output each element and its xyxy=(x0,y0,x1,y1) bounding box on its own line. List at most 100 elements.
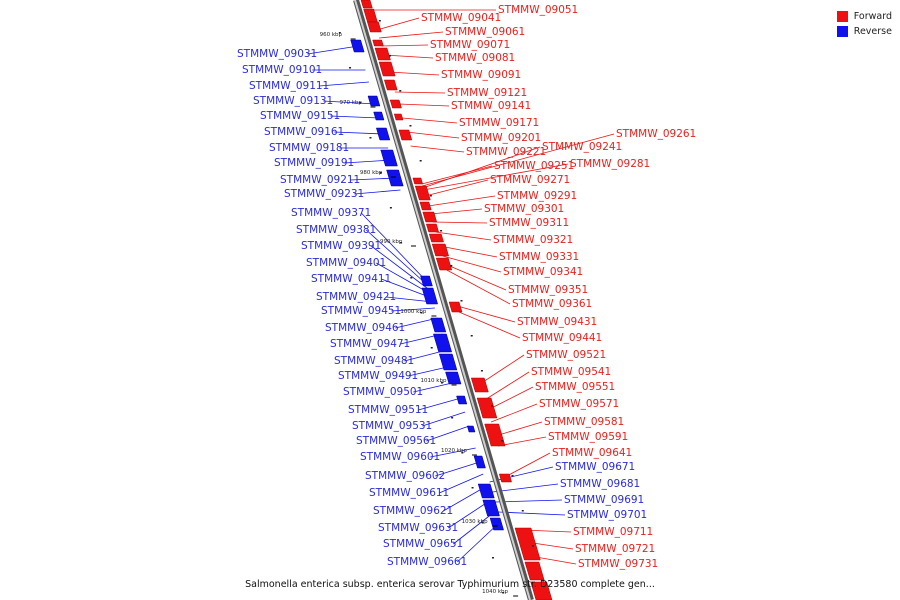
forward-gene-label: STMMW_09121 xyxy=(447,87,527,99)
minor-tick xyxy=(338,32,341,34)
forward-leader-line xyxy=(457,305,516,323)
forward-gene-label: STMMW_09201 xyxy=(461,132,541,144)
genome-backbone xyxy=(353,0,534,600)
forward-leader-line xyxy=(410,145,465,153)
reverse-gene-label: STMMW_09511 xyxy=(348,404,428,416)
reverse-gene-label: STMMW_09461 xyxy=(325,322,405,334)
minor-tick xyxy=(359,102,362,104)
reverse-gene-label: STMMW_09531 xyxy=(352,420,432,432)
forward-gene-block xyxy=(372,39,384,47)
reverse-gene-block xyxy=(456,395,468,405)
reverse-gene-block xyxy=(386,169,404,187)
forward-gene-label: STMMW_09571 xyxy=(539,398,619,410)
reverse-leader-line xyxy=(354,189,401,195)
forward-gene-label: STMMW_09281 xyxy=(570,158,650,170)
minor-tick xyxy=(471,487,474,489)
forward-leader-line xyxy=(423,163,569,191)
minor-tick xyxy=(378,20,381,22)
forward-leader-line xyxy=(484,371,530,401)
minor-tick xyxy=(461,452,464,454)
forward-gene-block xyxy=(414,185,431,201)
forward-leader-line xyxy=(406,131,460,139)
minor-tick xyxy=(419,160,422,162)
reverse-leader-line xyxy=(319,81,369,87)
minor-tick xyxy=(389,55,392,57)
minor-tick xyxy=(440,230,443,232)
forward-gene-label: STMMW_09591 xyxy=(548,431,628,443)
reverse-gene-label: STMMW_09621 xyxy=(373,505,453,517)
forward-leader-line xyxy=(439,245,498,258)
forward-leader-line xyxy=(376,17,420,31)
reverse-gene-label: STMMW_09671 xyxy=(555,461,635,473)
legend-forward-label: Forward xyxy=(853,11,892,22)
forward-swatch xyxy=(836,11,848,22)
reverse-gene-label: STMMW_09681 xyxy=(560,478,640,490)
tick-label: 970 kbp xyxy=(339,100,362,106)
forward-leader-line xyxy=(422,146,541,189)
forward-gene-label: STMMW_09081 xyxy=(435,52,515,64)
forward-gene-label: STMMW_09551 xyxy=(535,381,615,393)
reverse-gene-label: STMMW_09401 xyxy=(306,257,386,269)
minor-tick xyxy=(409,125,412,127)
reverse-gene-label: STMMW_09601 xyxy=(360,451,440,463)
reverse-gene-block xyxy=(376,127,391,141)
forward-gene-block xyxy=(431,243,450,257)
coordinate-ticks: 960 kbp 970 kbp 980 kbp 990 kbp 1000 kbp 1010… xyxy=(320,20,545,597)
minor-tick xyxy=(400,242,403,244)
forward-leader-line xyxy=(388,71,440,76)
reverse-leader-line xyxy=(422,411,466,427)
forward-gene-label: STMMW_09331 xyxy=(499,251,579,263)
forward-gene-block xyxy=(476,397,498,419)
minor-tick xyxy=(501,440,504,442)
forward-leader-line xyxy=(421,165,493,185)
forward-gene-label: STMMW_09311 xyxy=(489,217,569,229)
reverse-leader-line xyxy=(498,511,566,516)
forward-leader-line xyxy=(432,221,488,224)
reverse-leader-line xyxy=(448,499,492,529)
reverse-leader-line xyxy=(376,262,431,295)
forward-gene-label: STMMW_09431 xyxy=(517,316,597,328)
map-caption: Salmonella enterica subsp. enterica sero… xyxy=(245,579,655,590)
reverse-gene-label: STMMW_09411 xyxy=(311,273,391,285)
forward-leader-line xyxy=(428,195,496,207)
reverse-leader-line xyxy=(457,523,499,563)
reverse-gene-label: STMMW_09661 xyxy=(387,556,467,568)
minor-tick xyxy=(430,347,433,349)
forward-leader-line xyxy=(490,403,538,423)
minor-tick xyxy=(379,172,382,174)
forward-gene-label: STMMW_09041 xyxy=(421,12,501,24)
reverse-gene-block xyxy=(373,111,385,121)
reverse-leader-line xyxy=(430,447,476,458)
forward-gene-block xyxy=(435,257,453,271)
forward-leader-line xyxy=(506,452,551,477)
forward-gene-block xyxy=(470,377,489,393)
forward-gene-block xyxy=(393,113,404,121)
forward-gene-label: STMMW_09581 xyxy=(544,416,624,428)
forward-gene-label: STMMW_09221 xyxy=(466,146,546,158)
tick-label: 980 kbp xyxy=(360,170,383,176)
reverse-gene-block xyxy=(421,287,439,305)
reverse-gene-label: STMMW_09602 xyxy=(365,470,445,482)
reverse-leader-line xyxy=(418,397,462,411)
forward-gene-block xyxy=(363,8,378,23)
reverse-leader-line xyxy=(371,245,430,291)
reverse-gene-block xyxy=(433,333,453,353)
forward-gene-label: STMMW_09051 xyxy=(498,4,578,16)
reverse-leader-line xyxy=(395,317,438,329)
forward-leader-line xyxy=(495,421,543,437)
reverse-gene-block xyxy=(477,483,495,499)
reverse-gene-label: STMMW_09131 xyxy=(253,95,333,107)
reverse-gene-block xyxy=(482,499,500,517)
reverse-gene-label: STMMW_09701 xyxy=(567,509,647,521)
forward-gene-block xyxy=(389,99,402,109)
reverse-gene-label: STMMW_09101 xyxy=(242,64,322,76)
reverse-gene-label: STMMW_09161 xyxy=(264,126,344,138)
forward-gene-label: STMMW_09061 xyxy=(445,26,525,38)
forward-gene-block xyxy=(422,211,438,223)
reverse-swatch xyxy=(836,26,848,37)
minor-tick xyxy=(511,475,514,477)
minor-tick xyxy=(410,277,413,279)
minor-tick xyxy=(451,417,454,419)
forward-gene-label: STMMW_09441 xyxy=(522,332,602,344)
reverse-leader-line xyxy=(386,296,434,303)
